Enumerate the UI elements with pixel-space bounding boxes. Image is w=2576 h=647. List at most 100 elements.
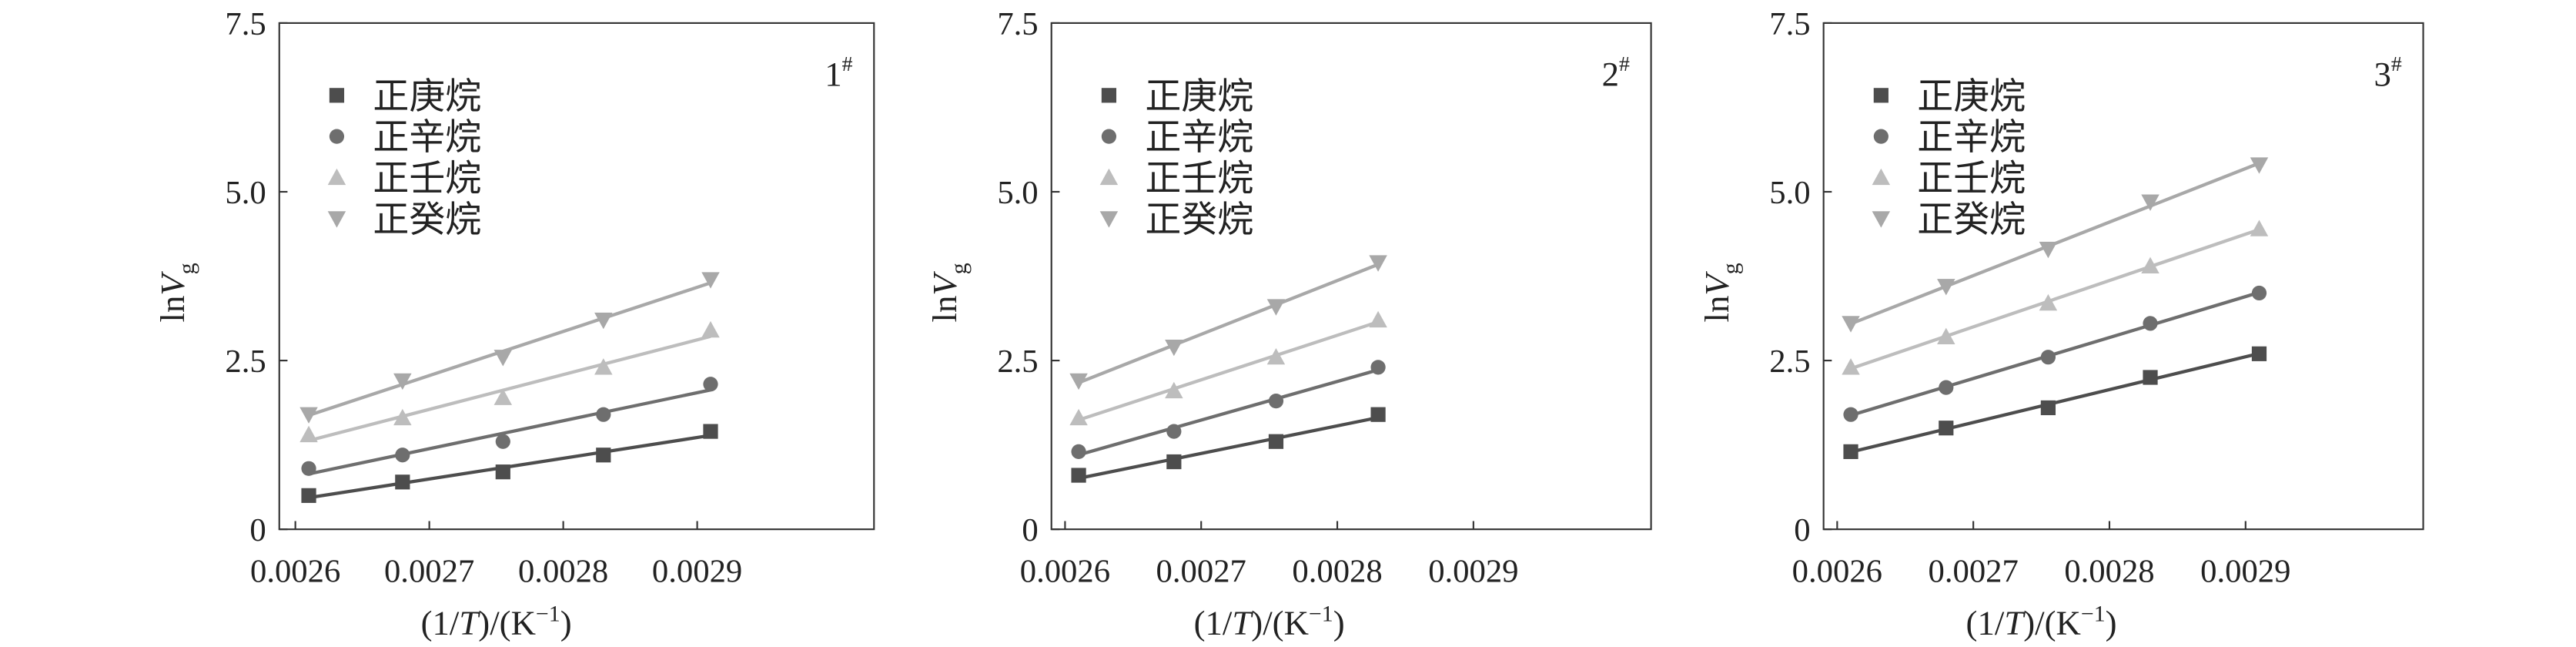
x-label-part: −1 [536, 602, 560, 627]
marker [596, 448, 611, 463]
x-tick-label: 0.0028 [2064, 553, 2154, 589]
marker [2040, 350, 2056, 365]
marker [1071, 444, 1086, 459]
x-tick-label: 0.0028 [1292, 553, 1382, 589]
marker [329, 88, 345, 103]
fit-line [1078, 416, 1379, 481]
panel-label-sup: # [842, 52, 853, 76]
y-tick-label: 0 [1794, 512, 1810, 548]
x-label-part: T [2004, 604, 2026, 642]
marker [2250, 220, 2269, 236]
marker [1842, 316, 1860, 333]
y-axis-label: lnVg [925, 263, 972, 322]
y-label-text: ln [925, 296, 964, 323]
marker [1872, 211, 1891, 228]
marker [1370, 407, 1386, 422]
marker [1843, 444, 1858, 459]
panel-label-sup: # [1619, 52, 1630, 76]
marker [1268, 434, 1284, 449]
panel-label: 1# [825, 52, 852, 93]
marker [299, 407, 318, 424]
panel: 0 2.5 5.0 7.5 0.0026 0.0027 0.0028 0.0029 lnVg (1… [925, 6, 1652, 642]
x-label-part: )/(K [478, 604, 536, 642]
panel-label-text: 1 [825, 55, 841, 93]
marker [1101, 88, 1117, 103]
fit-line [308, 334, 711, 443]
x-tick-label: 0.0029 [2200, 553, 2290, 589]
x-label-part: ) [2106, 604, 2117, 642]
legend-label: 正庚烷 [373, 77, 481, 117]
fit-line [1078, 320, 1379, 422]
y-axis-label: lnVg [1698, 263, 1744, 322]
panel-label: 2# [1602, 52, 1630, 93]
marker [2039, 241, 2058, 259]
x-label-part: (1/ [421, 604, 460, 642]
marker [594, 312, 613, 330]
marker [701, 320, 720, 338]
marker [1939, 380, 1954, 395]
marker [329, 129, 345, 144]
marker [2251, 285, 2267, 301]
marker [1872, 168, 1891, 186]
marker [1101, 129, 1117, 144]
y-tick-label: 2.5 [1769, 344, 1810, 380]
legend-label: 正辛烷 [1917, 118, 2026, 158]
y-tick-label: 7.5 [997, 6, 1038, 42]
marker [1266, 299, 1286, 316]
fit-line [308, 388, 711, 476]
marker [2250, 157, 2269, 174]
y-tick-label: 0 [1022, 512, 1038, 548]
y-label-text: ln [153, 296, 192, 323]
marker [1939, 421, 1954, 436]
marker [1268, 394, 1284, 409]
y-tick-label: 7.5 [1769, 6, 1810, 42]
y-label-italic: V [1698, 271, 1736, 296]
y-label-text: ln [1698, 296, 1736, 323]
marker [1937, 327, 1955, 345]
y-label-sub: g [1718, 263, 1744, 274]
legend-label: 正庚烷 [1145, 77, 1253, 117]
marker [301, 488, 316, 503]
marker [1166, 424, 1182, 439]
x-label-part: )/(K [2023, 604, 2081, 642]
legend-label: 正辛烷 [373, 118, 481, 158]
marker [1069, 373, 1088, 391]
legend-label: 正壬烷 [1917, 159, 2026, 199]
panel: 0 2.5 5.0 7.5 0.0026 0.0027 0.0028 0.0029 lnVg (1… [153, 6, 875, 642]
marker [1071, 468, 1086, 483]
x-tick-label: 0.0026 [250, 553, 340, 589]
x-tick-label: 0.0029 [1428, 553, 1518, 589]
marker [1370, 360, 1386, 375]
marker [1166, 454, 1182, 470]
x-label-part: ) [1333, 604, 1345, 642]
marker [327, 168, 346, 186]
y-tick-label: 2.5 [997, 344, 1038, 380]
marker [301, 461, 316, 476]
y-tick-label: 5.0 [225, 175, 266, 211]
x-tick-label: 0.0026 [1792, 553, 1882, 589]
marker [1099, 168, 1119, 186]
marker [594, 358, 613, 375]
y-label-sub: g [174, 263, 199, 274]
marker [393, 373, 412, 391]
marker [493, 388, 513, 405]
marker [1369, 255, 1387, 272]
marker [1842, 358, 1860, 375]
panel-label-text: 2 [1602, 55, 1619, 93]
x-label-part: (1/ [1194, 604, 1233, 642]
y-tick-label: 5.0 [1769, 175, 1810, 211]
y-label-italic: V [925, 271, 964, 296]
x-tick-label: 0.0027 [384, 553, 474, 589]
marker [1937, 279, 1955, 296]
legend-label: 正壬烷 [373, 159, 481, 199]
marker [596, 407, 611, 422]
panel: 0 2.5 5.0 7.5 0.0026 0.0027 0.0028 0.0029 lnVg (1… [1698, 6, 2424, 642]
marker [395, 474, 410, 490]
panel-label-text: 3 [2374, 55, 2391, 93]
x-axis-label: (1/T)/(K−1) [1194, 602, 1345, 642]
x-tick-label: 0.0029 [652, 553, 742, 589]
legend-label: 正癸烷 [373, 200, 481, 240]
fit-line [1850, 227, 2260, 370]
